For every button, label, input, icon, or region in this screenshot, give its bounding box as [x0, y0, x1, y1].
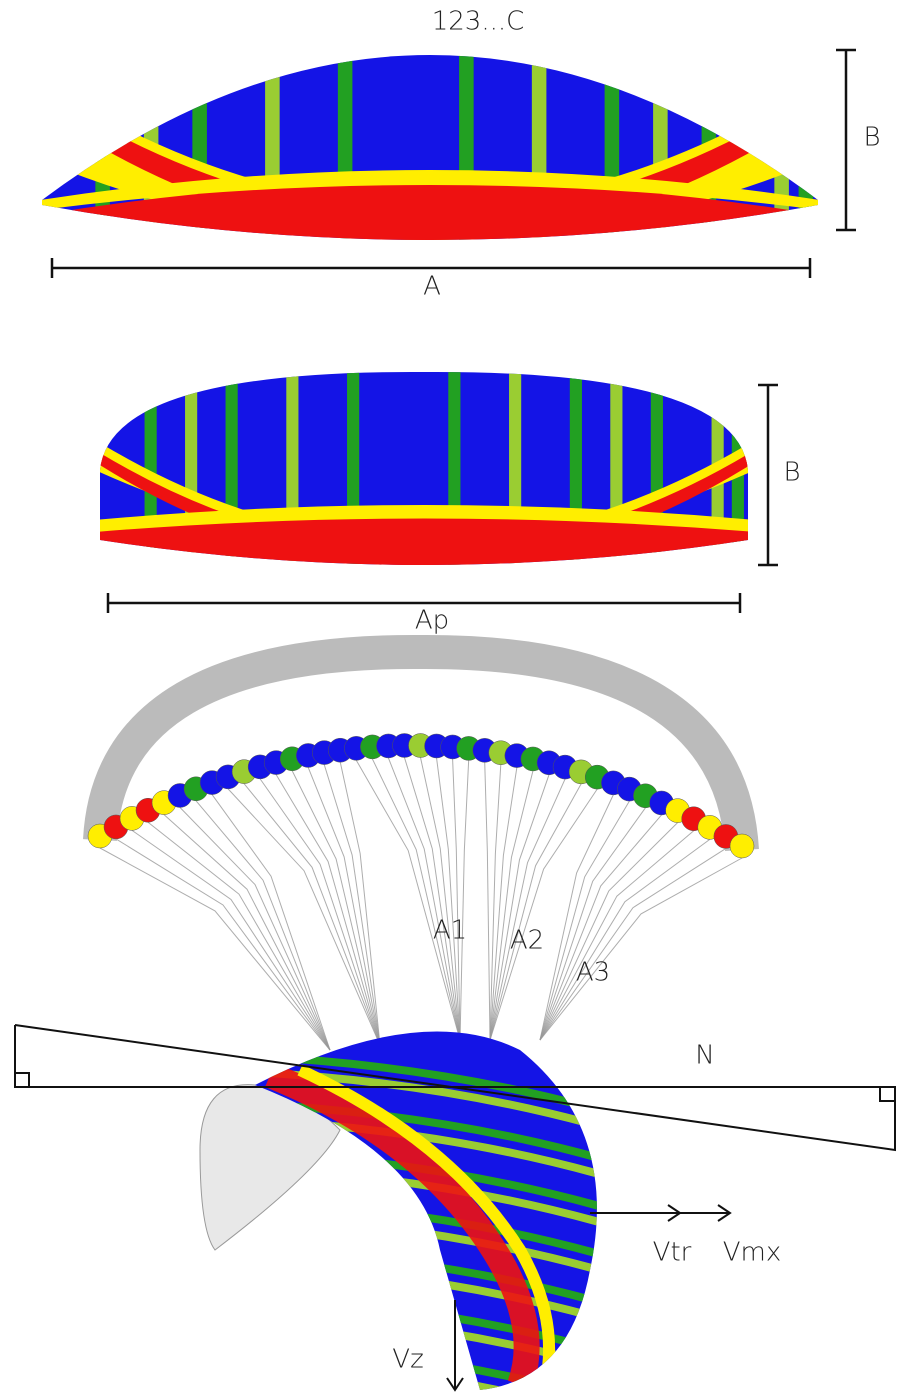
line: [489, 774, 550, 1041]
line: [539, 857, 743, 1041]
dimension-b2: [758, 383, 778, 567]
line: [227, 788, 381, 1046]
stripe: [337, 55, 353, 240]
line: [420, 757, 461, 1041]
label-vmx: Vmx: [723, 1238, 782, 1268]
stripe: [459, 55, 474, 240]
line: [403, 757, 461, 1041]
line: [489, 778, 566, 1041]
cell: [729, 833, 755, 859]
line: [489, 767, 518, 1041]
title: 123...C: [432, 7, 525, 37]
line: [484, 762, 491, 1041]
stripe: [531, 55, 547, 240]
label-b2: B: [783, 458, 800, 488]
line: [355, 760, 461, 1041]
line: [179, 807, 331, 1051]
line: [459, 760, 470, 1041]
line: [339, 762, 381, 1046]
angle-triangles: [14, 1024, 896, 1152]
sink-arrow: [446, 1300, 464, 1392]
line: [436, 757, 461, 1041]
line: [163, 814, 331, 1051]
line: [307, 767, 381, 1046]
line: [452, 758, 461, 1041]
line: [539, 848, 727, 1041]
line: [131, 829, 331, 1051]
wing-top-band: [42, 80, 818, 240]
dimension-ap: [106, 593, 742, 613]
suspension-lines: [99, 757, 743, 1051]
stripe: [265, 55, 280, 240]
dimension-b: [836, 48, 856, 232]
label-b: B: [863, 123, 880, 153]
stripe: [604, 55, 620, 240]
line: [259, 778, 381, 1046]
line: [539, 800, 630, 1041]
line: [323, 764, 381, 1046]
wing-side: [255, 1031, 597, 1390]
line: [489, 788, 598, 1041]
label-n: N: [695, 1041, 714, 1071]
line: [539, 838, 711, 1041]
line: [539, 807, 646, 1041]
label-a3: A3: [576, 958, 610, 988]
label-a: A: [423, 272, 441, 302]
line: [291, 770, 381, 1046]
wing-front-band: [100, 440, 748, 565]
label-vtr: Vtr: [653, 1238, 692, 1268]
stripe: [185, 371, 198, 565]
line: [539, 794, 614, 1041]
canopy-arch: [87, 733, 755, 859]
line: [275, 774, 381, 1046]
label-ap: Ap: [415, 606, 449, 636]
label-vz: Vz: [392, 1345, 423, 1375]
line: [371, 758, 461, 1041]
line: [489, 783, 582, 1041]
label-a1: A1: [433, 916, 467, 946]
line: [489, 764, 502, 1041]
line: [115, 838, 331, 1051]
line: [99, 847, 331, 1051]
line: [489, 770, 534, 1041]
line: [539, 830, 695, 1041]
label-a2: A2: [510, 926, 544, 956]
band: [255, 1356, 597, 1390]
line: [147, 821, 331, 1051]
line: [387, 757, 461, 1041]
dimension-a: [50, 258, 812, 278]
canopy-arch-shadow: [83, 634, 759, 852]
band: [255, 1340, 597, 1390]
line: [539, 814, 662, 1041]
wing-side-band: [265, 1062, 540, 1390]
line: [195, 800, 331, 1051]
line: [211, 794, 331, 1051]
wing-side-band-yellow: [297, 1064, 556, 1387]
stripe: [774, 55, 789, 240]
stripe: [650, 371, 663, 565]
stripe: [798, 55, 814, 240]
line: [539, 822, 678, 1041]
speed-arrows: [590, 1204, 732, 1222]
line: [243, 783, 381, 1046]
